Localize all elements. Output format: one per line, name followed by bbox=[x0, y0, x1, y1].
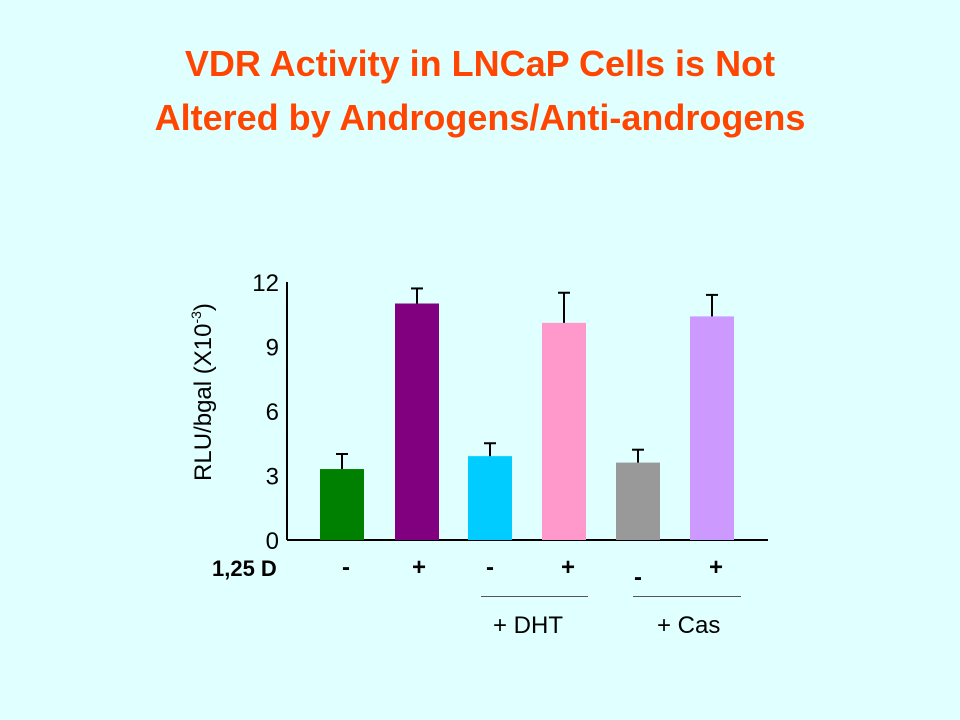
bar bbox=[468, 456, 512, 540]
y-axis-label-exponent: -3 bbox=[188, 311, 204, 324]
condition-label: - bbox=[342, 554, 350, 581]
y-tick-label: 0 bbox=[266, 528, 279, 555]
condition-label: + bbox=[708, 554, 724, 581]
group-label: + DHT bbox=[493, 612, 564, 639]
bar bbox=[690, 316, 734, 540]
y-axis-label-base: RLU/bgal (X10 bbox=[190, 323, 217, 481]
bar bbox=[320, 469, 364, 540]
condition-label: + bbox=[560, 554, 576, 581]
y-tick-label: 9 bbox=[266, 335, 279, 362]
title-line-1: VDR Activity in LNCaP Cells is Not bbox=[184, 43, 776, 84]
y-tick-label: 3 bbox=[266, 464, 279, 491]
condition-label: - bbox=[486, 554, 494, 581]
y-axis-label-close: ) bbox=[190, 303, 217, 312]
y-axis-label: RLU/bgal (X10-3) bbox=[188, 303, 218, 481]
title-line-2: Altered by Androgens/Anti-androgens bbox=[154, 97, 806, 138]
treatment-row-label: 1,25 D bbox=[212, 556, 277, 581]
condition-label: - bbox=[634, 564, 642, 591]
bar bbox=[395, 303, 439, 540]
condition-label: + bbox=[411, 554, 427, 581]
bar bbox=[542, 322, 586, 540]
group-label: + Cas bbox=[657, 612, 721, 639]
group-bracket-line bbox=[481, 596, 588, 597]
y-tick-label: 6 bbox=[266, 399, 279, 426]
group-bracket-line bbox=[633, 596, 741, 597]
bar bbox=[616, 462, 660, 540]
y-tick-label: 12 bbox=[252, 270, 279, 297]
